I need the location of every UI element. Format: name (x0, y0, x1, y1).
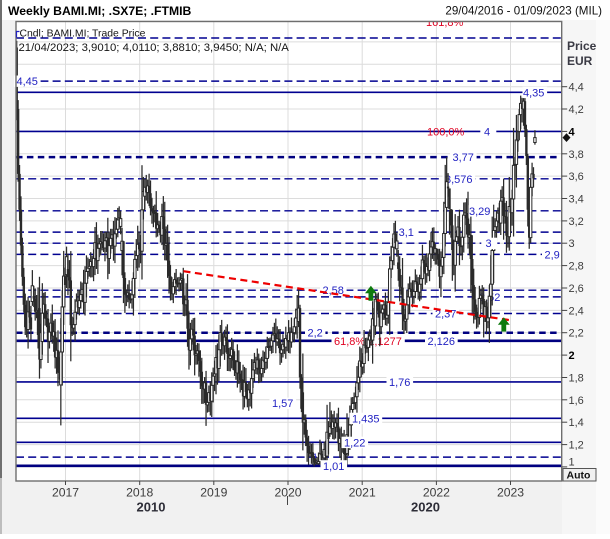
svg-text:4: 4 (569, 126, 576, 138)
svg-text:3: 3 (486, 238, 492, 250)
svg-text:4: 4 (484, 126, 490, 138)
svg-text:2017: 2017 (52, 486, 79, 500)
svg-text:2020: 2020 (274, 486, 301, 500)
svg-text:Cndl; BAMI.MI; Trade Price: Cndl; BAMI.MI; Trade Price (20, 29, 146, 40)
svg-text:1,57: 1,57 (272, 398, 293, 410)
svg-text:2,4: 2,4 (569, 305, 584, 317)
svg-text:1,4: 1,4 (569, 417, 584, 429)
svg-text:2,58: 2,58 (323, 285, 344, 297)
svg-text:3,4: 3,4 (569, 194, 584, 206)
svg-text:3,6: 3,6 (569, 171, 584, 183)
svg-text:2018: 2018 (126, 486, 153, 500)
svg-text:2,126: 2,126 (428, 336, 456, 348)
svg-text:161,8%: 161,8% (426, 17, 464, 29)
svg-text:EUR: EUR (567, 54, 593, 68)
svg-text:2,2: 2,2 (308, 328, 323, 340)
svg-text:3,29: 3,29 (469, 206, 490, 218)
svg-text:1,6: 1,6 (569, 395, 584, 407)
svg-text:1,8: 1,8 (569, 373, 584, 385)
svg-text:2,8: 2,8 (569, 261, 584, 273)
svg-text:1: 1 (569, 456, 575, 468)
svg-text:2,6: 2,6 (569, 283, 584, 295)
svg-text:2,2: 2,2 (569, 328, 584, 340)
svg-text:3,8: 3,8 (569, 149, 584, 161)
svg-text:3,576: 3,576 (445, 174, 473, 186)
svg-text:2023: 2023 (497, 486, 524, 500)
svg-text:Auto: Auto (567, 470, 591, 482)
svg-text:2: 2 (569, 350, 575, 362)
svg-text:3: 3 (569, 238, 575, 250)
svg-text:2,9: 2,9 (545, 249, 560, 261)
svg-text:3,1: 3,1 (399, 227, 414, 239)
svg-text:Weekly BAMI.MI; .SX7E; .FTMIB: Weekly BAMI.MI; .SX7E; .FTMIB (8, 4, 191, 18)
svg-text:100,0%: 100,0% (427, 126, 465, 138)
svg-text:4,4: 4,4 (569, 82, 584, 94)
svg-text:3,2: 3,2 (569, 216, 584, 228)
svg-text:2019: 2019 (200, 486, 227, 500)
svg-text:4,2: 4,2 (569, 104, 584, 116)
svg-text:21/04/2023; 3,9010; 4,0110; 3,: 21/04/2023; 3,9010; 4,0110; 3,8810; 3,94… (19, 42, 290, 54)
svg-text:2010: 2010 (137, 500, 166, 515)
svg-text:2020: 2020 (411, 500, 440, 515)
svg-text:4,45: 4,45 (17, 76, 38, 88)
svg-text:1,435: 1,435 (352, 413, 380, 425)
svg-text:4,35: 4,35 (523, 87, 544, 99)
svg-text:1,22: 1,22 (344, 437, 365, 449)
svg-text:29/04/2016 - 01/09/2023 (MIL): 29/04/2016 - 01/09/2023 (MIL) (445, 5, 602, 18)
svg-text:1,2: 1,2 (569, 440, 584, 452)
svg-text:1,76: 1,76 (389, 377, 410, 389)
svg-text:1,01: 1,01 (323, 461, 344, 473)
svg-text:Price: Price (567, 39, 597, 53)
svg-text:2022: 2022 (423, 486, 450, 500)
svg-text:3,77: 3,77 (453, 152, 474, 164)
svg-text:2021: 2021 (349, 486, 376, 500)
